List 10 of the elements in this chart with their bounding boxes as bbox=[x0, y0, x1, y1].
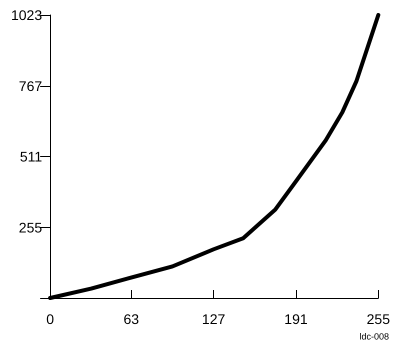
x-tick-label: 127 bbox=[202, 311, 226, 327]
y-tick-label: 767 bbox=[18, 78, 42, 94]
y-tick-label: 511 bbox=[20, 148, 42, 165]
x-tick-label: 0 bbox=[46, 311, 54, 327]
x-tick-label: 191 bbox=[284, 311, 308, 327]
x-tick-label: 255 bbox=[366, 311, 390, 327]
y-tick-label: 255 bbox=[18, 219, 42, 236]
x-tick-label: 63 bbox=[123, 311, 140, 327]
text: ldc-008 bbox=[359, 332, 390, 342]
y-tick-label: 1023 bbox=[10, 7, 42, 23]
